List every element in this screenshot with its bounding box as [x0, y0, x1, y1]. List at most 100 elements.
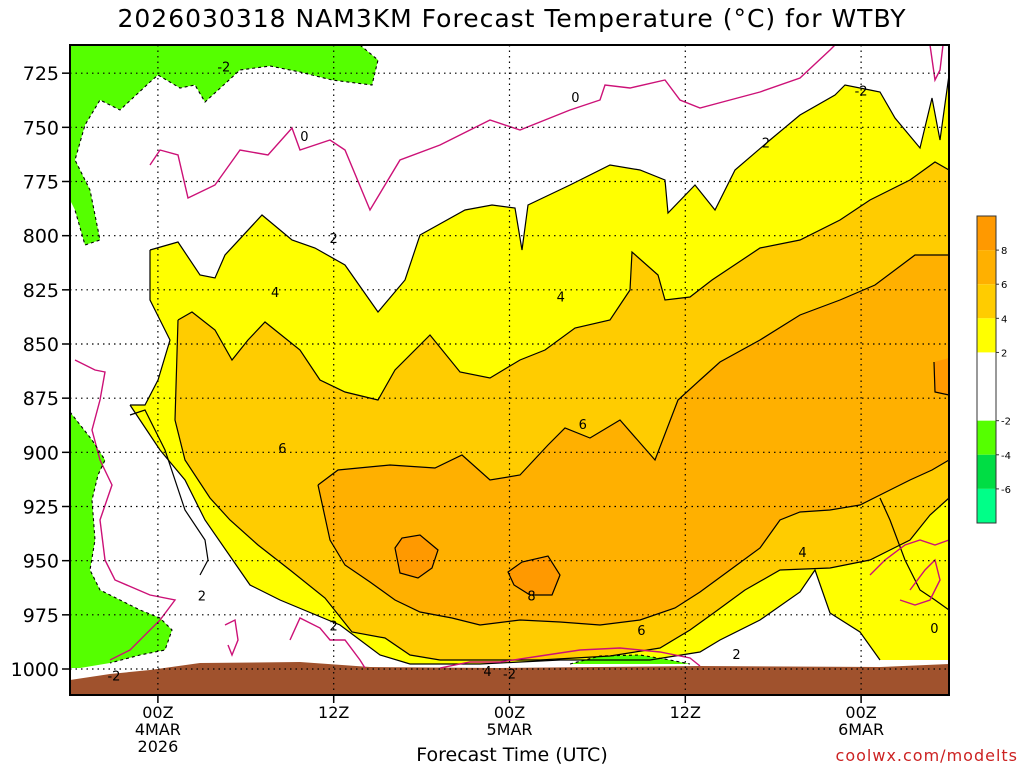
- y-tick-label: 875: [23, 388, 59, 410]
- contour-0-br2: [869, 539, 950, 576]
- band-6-8: [318, 255, 949, 625]
- colorbar-frame: [976, 215, 997, 524]
- contour-0-br3: [899, 558, 941, 606]
- contour-4: [177, 161, 950, 401]
- contour-6-bottom: [317, 459, 950, 626]
- colorbar-band: [977, 216, 996, 251]
- contour-4-bottom: [440, 497, 950, 661]
- contour-label: 6: [637, 624, 645, 639]
- contour-label: -2: [503, 667, 516, 682]
- x-tick-label: 5MAR: [486, 720, 532, 739]
- y-axis: 725 750 775 800 825 850 875 900 925 950 975 1000: [11, 63, 70, 681]
- neg2-contours: [69, 44, 691, 665]
- y-tick-label: 850: [23, 334, 59, 356]
- colorbar: 8 6 4 2 -2 -4 -6: [976, 215, 1011, 524]
- colorbar-tick-label: 4: [1001, 314, 1007, 325]
- band-8-10-a: [395, 535, 438, 578]
- contour-lines: [129, 74, 950, 665]
- contour-2-right: [879, 497, 950, 611]
- contour-label: 8: [527, 589, 535, 604]
- contour-label: 0: [571, 91, 579, 106]
- contour-label: -2: [107, 670, 120, 685]
- contour-label: 2: [732, 648, 740, 663]
- colorbar-tick-label: -6: [1001, 485, 1011, 496]
- contour-label: 4: [798, 546, 806, 561]
- y-tick-label: 975: [23, 605, 59, 627]
- colorbar-band: [977, 284, 996, 319]
- y-tick-label: 925: [23, 497, 59, 519]
- contour-0-br1: [439, 647, 701, 669]
- contour-label: 4: [271, 286, 279, 301]
- contour-label: 4: [557, 290, 565, 305]
- contour-label: 2: [330, 620, 338, 635]
- y-tick-label: 950: [23, 551, 59, 573]
- colorbar-tick-label: 8: [1001, 246, 1007, 257]
- contour-0-top-right: [929, 44, 944, 83]
- freezing-contours: [74, 44, 950, 669]
- contour-label: 6: [278, 442, 286, 457]
- colorbar-band: [977, 250, 996, 285]
- contour-neg2-bottom: [569, 654, 691, 665]
- contour-labels: -2 0 0 -2 2 2 4 4 6 6 2 2 8 6 4 2 0 -2 4 -2: [107, 61, 938, 685]
- source-credit: coolwx.com/modelts: [835, 746, 1018, 765]
- x-tick-label: 12Z: [318, 703, 349, 722]
- contour-0-left: [74, 359, 177, 661]
- contour-label: -2: [855, 85, 868, 100]
- colorbar-band: [977, 318, 996, 353]
- band-neg2-neg4-top: [70, 45, 378, 245]
- x-tick-label: 00Z: [494, 703, 525, 722]
- contour-4-left: [174, 319, 441, 661]
- contour-label: 2: [762, 137, 770, 152]
- y-tick-label: 775: [23, 172, 59, 194]
- contour-2: [149, 74, 950, 313]
- x-tick-label: 6MAR: [838, 720, 884, 739]
- contour-label: 4: [483, 665, 491, 680]
- plot-area: -2 0 0 -2 2 2 4 4 6 6 2 2 8 6 4 2 0 -2 4 -2: [69, 44, 950, 696]
- colorbar-tick-label: 6: [1001, 280, 1007, 291]
- x-tick-label: 12Z: [670, 703, 701, 722]
- contour-neg2-top: [74, 44, 379, 246]
- y-tick-label: 825: [23, 280, 59, 302]
- x-tick-label: 00Z: [845, 703, 876, 722]
- contour-label: 2: [198, 589, 206, 604]
- colorbar-tick-label: -4: [1001, 451, 1011, 462]
- colorbar-band: [977, 352, 996, 421]
- x-tick-label: 4MAR: [135, 720, 181, 739]
- colorbar-band: [977, 420, 996, 455]
- contour-label: 2: [330, 232, 338, 247]
- contour-0-upper: [149, 44, 836, 212]
- contour-neg2-left: [69, 411, 173, 664]
- contour-2-small: [129, 409, 209, 576]
- band-neg2-neg4-left: [70, 412, 172, 668]
- contour-label: 0: [300, 130, 308, 145]
- contour-2-bottom: [129, 404, 881, 665]
- contour-2-left: [130, 250, 171, 406]
- colorbar-band: [977, 454, 996, 489]
- grid: [70, 45, 949, 695]
- y-tick-label: 1000: [11, 659, 59, 681]
- contour-6: [317, 254, 949, 486]
- band-8-10-c: [934, 358, 949, 395]
- contour-label: 6: [579, 418, 587, 433]
- band-8-10-b: [508, 556, 560, 595]
- colorbar-ticks: 8 6 4 2 -2 -4 -6: [996, 246, 1011, 496]
- colorbar-tick-label: 2: [1001, 348, 1007, 359]
- x-axis-title: Forecast Time (UTC): [416, 744, 608, 766]
- x-tick-label: 00Z: [142, 703, 173, 722]
- contour-8b: [507, 555, 561, 596]
- contour-8c: [933, 361, 950, 396]
- colorbar-tick-label: -2: [1001, 417, 1011, 428]
- y-tick-label: 750: [23, 117, 59, 139]
- contour-8a: [394, 534, 439, 579]
- y-tick-label: 800: [23, 226, 59, 248]
- chart-title: 2026030318 NAM3KM Forecast Temperature (…: [117, 4, 907, 33]
- x-tick-label: 2026: [138, 737, 179, 756]
- contour-label: -2: [217, 61, 230, 76]
- y-tick-label: 725: [23, 63, 59, 85]
- contour-0-loop: [224, 618, 239, 657]
- y-tick-label: 900: [23, 442, 59, 464]
- colorbar-bands: [977, 216, 996, 523]
- contour-0-bottom: [289, 617, 366, 669]
